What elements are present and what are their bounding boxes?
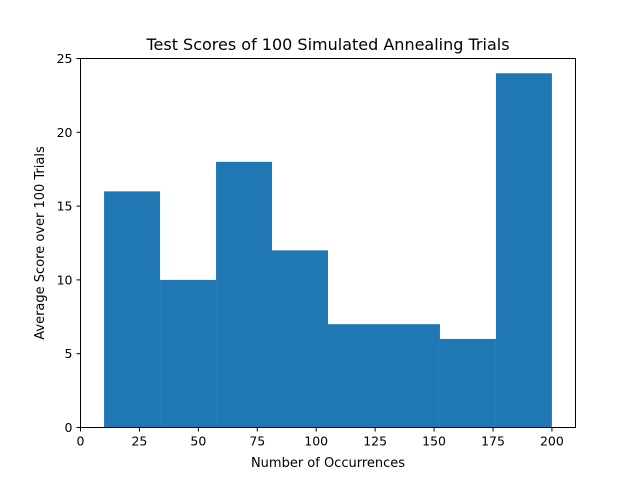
histogram-bar-2: [160, 279, 217, 428]
x-tick-label: 25: [131, 434, 147, 449]
y-tick-label: 25: [57, 51, 73, 66]
histogram-bar-7: [439, 338, 496, 428]
histogram-bar-6: [383, 324, 440, 428]
y-axis-ticks: 0 5 10 15 20 25: [57, 51, 81, 435]
plot-frame: [80, 58, 576, 428]
x-tick-label: 175: [481, 434, 505, 449]
x-axis-ticks: 0 25 50 75 100 125 150 175 200: [77, 427, 564, 449]
histogram-bar-8: [495, 73, 552, 428]
x-tick-label: 150: [422, 434, 446, 449]
histogram-bar-5: [328, 324, 384, 428]
chart-title: Test Scores of 100 Simulated Annealing T…: [145, 35, 509, 54]
x-tick-label: 50: [190, 434, 206, 449]
y-tick-label: 5: [65, 346, 73, 361]
bars: [104, 73, 552, 428]
y-tick-label: 10: [57, 272, 73, 287]
x-tick-label: 0: [77, 434, 85, 449]
y-axis-label: Average Score over 100 Trials: [33, 146, 48, 340]
x-axis-label: Number of Occurrences: [251, 456, 405, 471]
x-tick-label: 125: [363, 434, 387, 449]
histogram-bar-4: [272, 250, 328, 428]
y-tick-label: 15: [57, 199, 73, 214]
y-tick-label: 0: [65, 420, 73, 435]
y-tick-label: 20: [57, 125, 73, 140]
x-tick-label: 200: [540, 434, 564, 449]
x-tick-label: 75: [249, 434, 265, 449]
histogram-bar-3: [216, 161, 273, 428]
histogram-bar-1: [104, 191, 161, 428]
x-tick-label: 100: [304, 434, 328, 449]
